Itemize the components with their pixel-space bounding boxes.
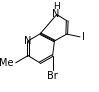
Text: N: N [24,36,32,46]
Text: Br: Br [47,71,58,82]
Text: I: I [82,32,85,42]
Text: Me: Me [0,58,14,68]
Text: H: H [53,2,60,11]
Text: N: N [52,9,59,19]
